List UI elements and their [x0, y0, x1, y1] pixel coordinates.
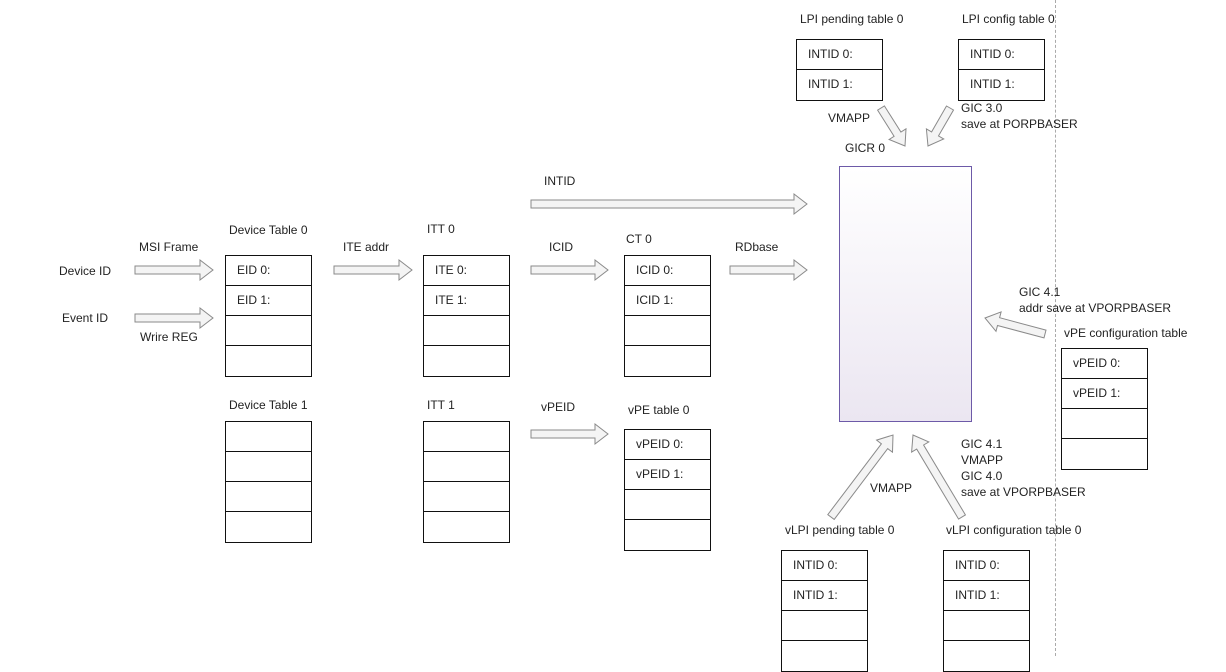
table-row: INTID 1:: [970, 77, 1015, 91]
arrow-vlpi-pending-to-gicr: [827, 434, 894, 521]
event-id-label: Event ID: [62, 311, 109, 325]
arrow-ite-addr: [333, 258, 413, 282]
arrow-device-id: [134, 258, 214, 282]
table-row: ICID 0:: [625, 256, 710, 286]
table-row: [782, 611, 867, 641]
arrow-vlpi-config-to-gicr: [911, 434, 967, 520]
table-row: [226, 482, 311, 512]
itt-0-table: ITE 0: ITE 1:: [423, 255, 510, 377]
table-row: [424, 452, 509, 482]
lpi-config-table-0: INTID 0: INTID 1:: [958, 39, 1045, 101]
table-row: [625, 490, 710, 520]
device-table-1: [225, 421, 312, 543]
table-row: [1062, 439, 1147, 469]
table-row: [944, 641, 1029, 671]
table-row: [226, 422, 311, 452]
vlpi-configuration-table-0: INTID 0: INTID 1:: [943, 550, 1030, 672]
arrow-event-id: [134, 306, 214, 330]
table-row: [782, 641, 867, 671]
table-row: [1062, 409, 1147, 439]
vmapp-bottom-right-label: VMAPP: [961, 453, 1004, 467]
device-table-1-title: Device Table 1: [229, 398, 308, 412]
table-row: [424, 316, 509, 346]
gic41-bottom-label: GIC 4.1: [961, 437, 1003, 451]
vpe-configuration-table-title: vPE configuration table: [1064, 326, 1188, 340]
vmapp-bottom-label: VMAPP: [870, 481, 913, 495]
table-row: INTID 1:: [782, 581, 867, 611]
wrire-reg-label: Wrire REG: [140, 330, 198, 344]
table-row: [226, 316, 311, 346]
ct-0-title: CT 0: [626, 232, 652, 246]
table-row: INTID 1:: [944, 581, 1029, 611]
table-row: vPEID 0:: [625, 430, 710, 460]
table-row: ICID 1:: [625, 286, 710, 316]
arrows-layer: [134, 105, 1047, 521]
table-row: vPEID 1:: [1062, 379, 1147, 409]
table-row: INTID 0:: [797, 40, 882, 70]
arrow-lpi-pending-to-gicr: [876, 105, 907, 147]
vpe-table-0: vPEID 0: vPEID 1:: [624, 429, 711, 551]
lpi-pending-table-0: INTID 0: INTID 1:: [796, 39, 883, 101]
table-row: [226, 452, 311, 482]
table-row: [625, 316, 710, 346]
table-row: INTID 0:: [959, 40, 1044, 70]
vlpi-pending-table-0-title: vLPI pending table 0: [785, 523, 895, 537]
table-row: EID 0:: [226, 256, 311, 286]
table-row: INTID 0:: [944, 551, 1029, 581]
itt-0-title: ITT 0: [427, 222, 455, 236]
vpe-table-0-title: vPE table 0: [628, 403, 690, 417]
gic30-label: GIC 3.0: [961, 101, 1003, 115]
arrow-vpeid: [530, 422, 609, 446]
ite-addr-label: ITE addr: [343, 240, 390, 254]
table-row: EID 1:: [226, 286, 311, 316]
icid-label: ICID: [549, 240, 573, 254]
lpi-config-table-0-title: LPI config table 0: [962, 12, 1055, 26]
gicr-0-block: [839, 166, 972, 422]
table-row: vPEID 1:: [625, 460, 710, 490]
arrow-vpe-config-to-gicr: [984, 311, 1047, 339]
addr-save-vporpbaser-label: addr save at VPORPBASER: [1019, 301, 1172, 315]
table-row: [625, 346, 710, 376]
table-row: [226, 512, 311, 542]
gic40-label: GIC 4.0: [961, 469, 1003, 483]
intid-label: INTID: [544, 174, 576, 188]
device-table-0-title: Device Table 0: [229, 223, 308, 237]
table-row: ITE 1:: [424, 286, 509, 316]
save-vporpbaser-label: save at VPORPBASER: [961, 485, 1086, 499]
table-row: [424, 482, 509, 512]
device-table-0: EID 0: EID 1:: [225, 255, 312, 377]
separator-dashed-line: [1055, 0, 1056, 656]
device-id-label: Device ID: [59, 264, 112, 278]
table-row: [424, 422, 509, 452]
vlpi-configuration-table-0-title: vLPI configuration table 0: [946, 523, 1082, 537]
save-porpbaser-label: save at PORPBASER: [961, 117, 1078, 131]
table-row: INTID 0:: [782, 551, 867, 581]
vpeid-label: vPEID: [541, 400, 576, 414]
arrow-rdbase: [729, 258, 808, 282]
arrow-icid: [530, 258, 609, 282]
table-row: [226, 346, 311, 376]
table-row: [424, 346, 509, 376]
lpi-pending-table-0-title: LPI pending table 0: [800, 12, 904, 26]
rdbase-label: RDbase: [735, 240, 779, 254]
table-row: ITE 0:: [424, 256, 509, 286]
arrow-lpi-config-to-gicr: [925, 105, 955, 147]
gic41-right-label: GIC 4.1: [1019, 285, 1061, 299]
itt-1-table: [423, 421, 510, 543]
vpe-configuration-table: vPEID 0: vPEID 1:: [1061, 348, 1148, 470]
table-row: [625, 520, 710, 550]
arrow-intid: [530, 192, 808, 216]
itt-1-title: ITT 1: [427, 398, 455, 412]
table-row: vPEID 0:: [1062, 349, 1147, 379]
table-row: [424, 512, 509, 542]
ct-0-table: ICID 0: ICID 1:: [624, 255, 711, 377]
table-row: INTID 1:: [808, 77, 853, 91]
msi-frame-label: MSI Frame: [139, 240, 199, 254]
vlpi-pending-table-0: INTID 0: INTID 1:: [781, 550, 868, 672]
gicr-0-title: GICR 0: [845, 141, 886, 155]
table-row: [944, 611, 1029, 641]
vmapp-top-label: VMAPP: [828, 111, 871, 125]
